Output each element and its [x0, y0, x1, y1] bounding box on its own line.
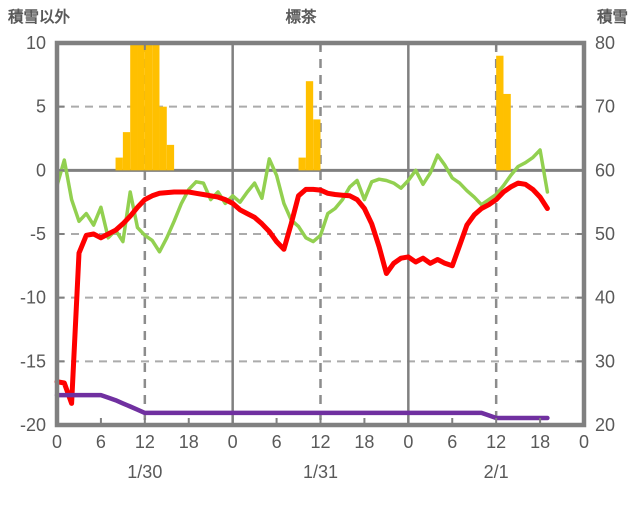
left-tick-label: -15	[20, 351, 46, 371]
left-tick-label: -20	[20, 415, 46, 435]
snowfall-bar	[122, 132, 131, 171]
snowfall-bar	[144, 43, 153, 171]
snowfall-bar	[152, 43, 160, 171]
hour-tick-label: 0	[579, 432, 589, 452]
right-tick-label: 50	[595, 224, 615, 244]
hour-tick-label: 12	[486, 432, 506, 452]
snowfall-bar	[137, 43, 145, 171]
left-axis-title: 積雪以外	[7, 7, 71, 26]
green-line	[55, 148, 550, 254]
left-tick-label: -10	[20, 288, 46, 308]
hour-tick-label: 18	[179, 432, 199, 452]
left-tick-label: 5	[36, 97, 46, 117]
right-tick-label: 70	[595, 97, 615, 117]
hour-tick-label: 18	[530, 432, 550, 452]
hour-tick-label: 0	[228, 432, 238, 452]
snowfall-bar	[313, 119, 321, 171]
left-tick-label: 10	[26, 33, 46, 53]
hour-tick-label: 0	[52, 432, 62, 452]
date-label: 2/1	[484, 462, 509, 482]
hour-tick-label: 6	[96, 432, 106, 452]
purple-line	[54, 392, 550, 421]
snowfall-bar	[503, 93, 511, 171]
snowfall-bar	[298, 157, 306, 171]
right-tick-label: 60	[595, 160, 615, 180]
snowfall-bar	[130, 43, 138, 171]
right-tick-label: 40	[595, 288, 615, 308]
right-tick-label: 20	[595, 415, 615, 435]
snowfall-bar	[305, 81, 314, 171]
right-tick-label: 80	[595, 33, 615, 53]
snowfall-bar	[166, 144, 175, 171]
hour-tick-label: 6	[272, 432, 282, 452]
left-tick-label: -5	[30, 224, 46, 244]
red-line	[54, 180, 550, 406]
hour-tick-label: 12	[310, 432, 330, 452]
right-axis-title: 積雪	[596, 7, 628, 26]
hour-tick-label: 18	[354, 432, 374, 452]
snowfall-bar	[115, 157, 123, 171]
snowfall-bar	[159, 106, 167, 171]
date-label: 1/30	[127, 462, 162, 482]
date-label: 1/31	[303, 462, 338, 482]
left-tick-label: 0	[36, 160, 46, 180]
hour-tick-label: 0	[403, 432, 413, 452]
hour-tick-label: 6	[447, 432, 457, 452]
chart-title: 標茶	[285, 7, 317, 26]
hour-tick-label: 12	[135, 432, 155, 452]
snowfall-bar	[496, 55, 504, 171]
right-tick-label: 30	[595, 351, 615, 371]
